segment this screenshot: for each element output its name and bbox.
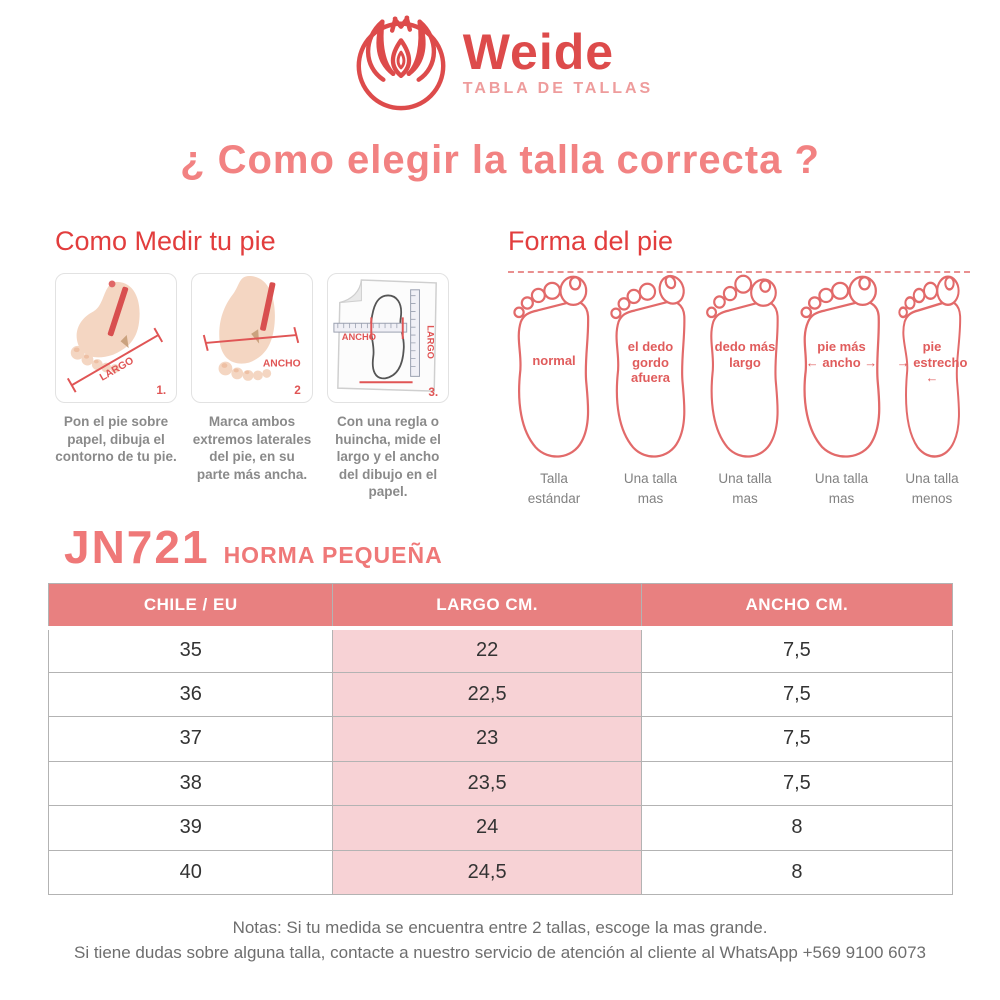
ancho-cell: 8 <box>640 849 954 895</box>
ancho-cell: 7,5 <box>640 671 954 717</box>
foot-shape-section: Forma del pie normal Talla estándar <box>508 226 970 510</box>
size-cell: 38 <box>47 760 334 806</box>
size-table: CHILE / EU LARGO CM. ANCHO CM. 35 22 7,5… <box>47 583 954 895</box>
foot-sole-bigtoe-out-icon <box>609 274 685 458</box>
largo-cell: 23 <box>332 716 642 762</box>
column-header-chile-eu: CHILE / EU <box>47 583 334 630</box>
brand-text: Weide TABLA DE TALLAS <box>463 27 653 98</box>
foot-sole-long-toe-icon <box>706 274 779 458</box>
foot-shape-label: pie más ← ancho → <box>805 339 878 370</box>
table-row: 37 23 7,5 <box>47 716 954 762</box>
foot-shape-label: dedo más largo <box>714 339 776 370</box>
model-code: JN721 <box>64 521 210 573</box>
notes: Notas: Si tu medida se encuentra entre 2… <box>0 916 1000 965</box>
table-row: 39 24 8 <box>47 805 954 851</box>
foot-sole-normal-icon <box>513 275 590 458</box>
foot-type-normal: normal Talla estándar <box>508 273 600 510</box>
largo-measure-label: LARGO <box>425 325 435 359</box>
foot-shape-caption: Talla estándar <box>527 471 581 507</box>
step-card-1: LARGO 1. <box>55 273 177 403</box>
table-row: 35 22 7,5 <box>47 627 954 673</box>
notes-line-2: Si tiene dudas sobre alguna talla, conta… <box>74 942 926 962</box>
model-heading: JN721 HORMA PEQUEÑA <box>64 520 443 574</box>
size-cell: 36 <box>47 671 334 717</box>
brand-header: Weide TABLA DE TALLAS <box>0 12 1000 112</box>
step-caption-3: Con una regla o huincha, mide el largo y… <box>335 414 441 500</box>
shape-heading: Forma del pie <box>508 226 674 256</box>
foot-sole-narrow-icon <box>898 275 962 458</box>
brand-name: Weide <box>462 23 615 80</box>
ancho-cell: 7,5 <box>640 716 954 762</box>
step-card-2: ANCHO 2 <box>191 273 313 403</box>
column-header-largo: LARGO CM. <box>332 583 642 630</box>
size-cell: 39 <box>47 805 334 851</box>
step-number: 2 <box>294 383 301 397</box>
foot-shape-caption: Una talla menos <box>905 471 959 507</box>
largo-cell: 24,5 <box>332 849 642 895</box>
column-header-ancho: ANCHO CM. <box>640 583 954 630</box>
step-card-3: ANCHO LARGO 3. <box>327 273 449 403</box>
measure-heading: Como Medir tu pie <box>55 226 276 256</box>
largo-cell: 23,5 <box>332 760 642 806</box>
step-number: 1. <box>156 383 166 397</box>
foot-type-long-toe: dedo más largo Una talla mas <box>701 273 789 510</box>
ancho-measure-label: ANCHO <box>263 359 301 370</box>
table-row: 38 23,5 7,5 <box>47 760 954 806</box>
size-cell: 35 <box>47 627 334 673</box>
foot-type-wide: pie más ← ancho → Una talla mas <box>795 273 889 510</box>
swan-crown-logo-icon <box>356 15 446 111</box>
foot-shape-label: pie → estrecho ← <box>896 339 968 386</box>
foot-shape-label: normal <box>532 353 576 368</box>
step-number: 3. <box>428 385 438 399</box>
size-cell: 40 <box>47 849 334 895</box>
brand-tagline: TABLA DE TALLAS <box>462 79 654 97</box>
notes-line-1: Notas: Si tu medida se encuentra entre 2… <box>232 918 768 937</box>
foot-shape-label: el dedo gordo afuera <box>627 339 674 386</box>
ancho-cell: 8 <box>640 805 954 851</box>
feet-row: normal Talla estándar el dedo gordo afue… <box>508 271 970 510</box>
foot-shape-caption: Una talla mas <box>718 471 772 507</box>
largo-cell: 22 <box>332 627 642 673</box>
largo-cell: 24 <box>332 805 642 851</box>
measure-section: Como Medir tu pie <box>55 226 475 501</box>
step-caption-1: Pon el pie sobre papel, dibuja el contor… <box>55 414 177 465</box>
ancho-cell: 7,5 <box>640 627 954 673</box>
size-cell: 37 <box>47 716 334 762</box>
foot-pencil-outline-illustration: LARGO 1. <box>66 280 166 397</box>
step-caption-2: Marca ambos extremos laterales del pie, … <box>192 414 312 482</box>
paper-ruler-measuring-illustration: ANCHO LARGO 3. <box>333 279 438 399</box>
foot-width-marking-illustration: ANCHO 2 <box>202 276 301 397</box>
foot-shape-caption: Una talla mas <box>623 471 678 507</box>
foot-type-bigtoe-out: el dedo gordo afuera Una talla mas <box>606 273 696 510</box>
foot-type-narrow: pie → estrecho ← Una talla menos <box>894 273 970 510</box>
model-subtitle: HORMA PEQUEÑA <box>223 542 443 568</box>
foot-sole-wide-icon <box>799 275 880 458</box>
table-row: 40 24,5 8 <box>47 849 954 895</box>
largo-cell: 22,5 <box>332 671 642 717</box>
ancho-cell: 7,5 <box>640 760 954 806</box>
table-row: 36 22,5 7,5 <box>47 671 954 717</box>
foot-shape-caption: Una talla mas <box>814 471 869 507</box>
page-title: ¿ Como elegir la talla correcta ? <box>180 138 820 182</box>
ancho-measure-label: ANCHO <box>342 332 376 342</box>
size-table-header-row: CHILE / EU LARGO CM. ANCHO CM. <box>47 583 954 630</box>
